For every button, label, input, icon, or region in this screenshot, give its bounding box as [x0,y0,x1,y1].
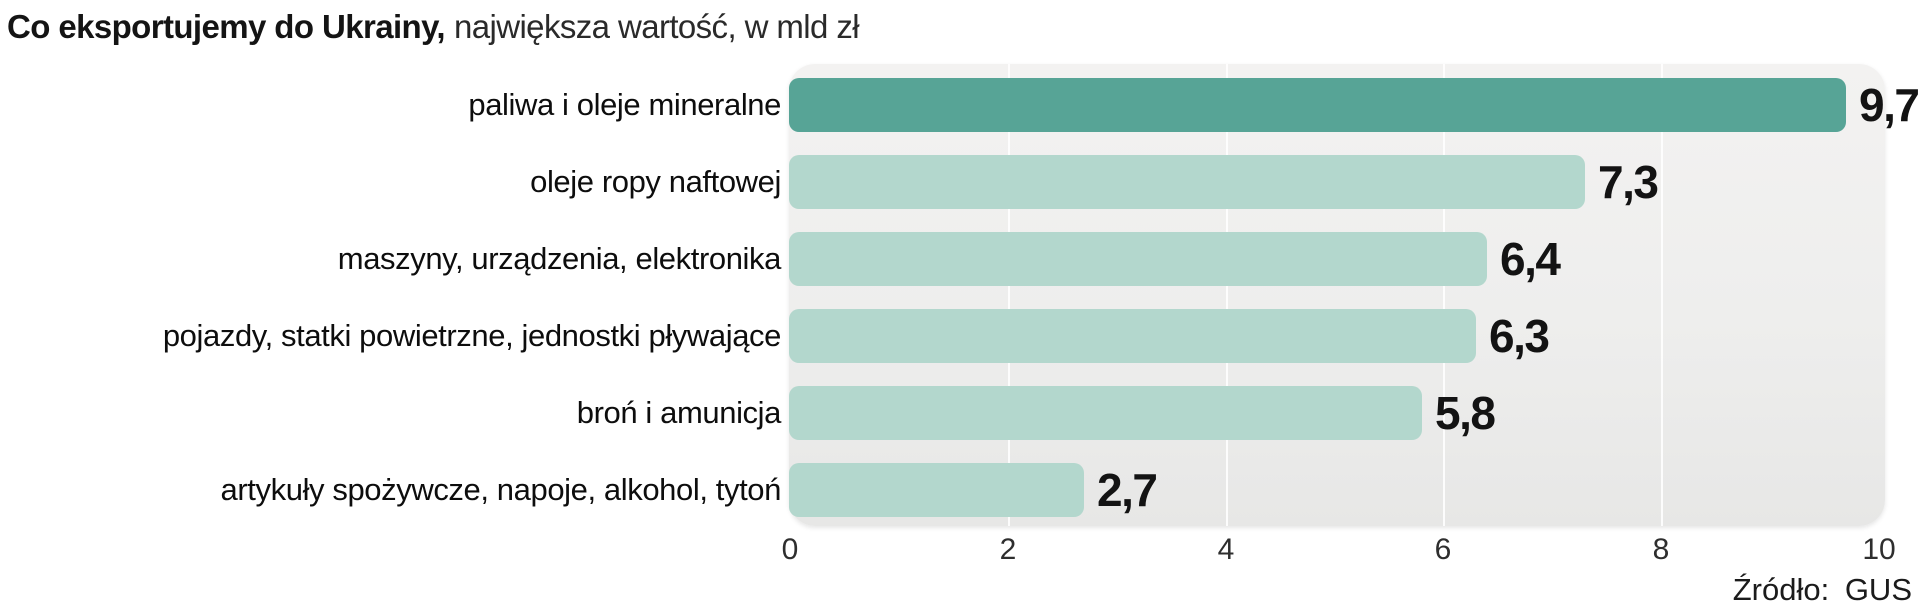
value-label: 2,7 [1097,464,1158,516]
gridline-2 [1008,64,1010,526]
x-tick-label: 0 [781,533,799,566]
plot-area [789,64,1885,526]
value-label: 6,4 [1500,233,1561,285]
bar [789,155,1585,209]
value-label: 6,3 [1489,310,1550,362]
category-label: maszyny, urządzenia, elektronika [337,241,782,276]
bar [789,386,1422,440]
x-tick-label: 4 [1217,533,1235,566]
x-tick-label: 10 [1862,533,1896,566]
x-tick-label: 2 [999,533,1017,566]
category-label: paliwa i oleje mineralne [468,87,781,122]
x-tick-label: 8 [1652,533,1670,566]
category-label: broń i amunicja [576,395,782,430]
value-label: 7,3 [1598,156,1659,208]
source-note: Źródło: GUS [1732,572,1912,607]
x-tick-label: 6 [1434,533,1452,566]
category-label: oleje ropy naftowej [530,164,781,199]
gridline-4 [1226,64,1228,526]
chart-title-bold: Co eksportujemy do Ukrainy, [7,8,446,45]
value-label: 9,7 [1859,79,1920,131]
category-label: pojazdy, statki powietrzne, jednostki pł… [162,318,782,353]
value-label: 5,8 [1435,387,1496,439]
gridline-8 [1661,64,1663,526]
category-label: artykuły spożywcze, napoje, alkohol, tyt… [220,472,782,507]
chart-subtitle: największa wartość, w mld zł [453,8,860,45]
bar [789,232,1487,286]
bar [789,309,1476,363]
bar [789,78,1846,132]
chart-title: Co eksportujemy do Ukrainy, największa wa… [7,8,860,46]
bar [789,463,1084,517]
gridline-6 [1443,64,1445,526]
